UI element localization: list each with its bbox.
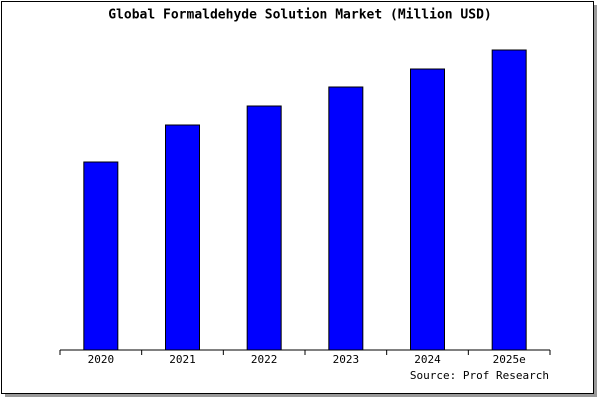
chart-title: Global Formaldehyde Solution Market (Mil… [108, 8, 492, 23]
x-tick-label: 2020 [88, 353, 115, 366]
bar [491, 49, 527, 351]
source-note: Source: Prof Research [410, 369, 549, 382]
bar [246, 105, 282, 351]
bar [410, 68, 445, 351]
x-tick-label: 2023 [333, 353, 360, 366]
x-tick-label: 2025e [493, 353, 526, 366]
bar [83, 161, 119, 351]
bar [165, 124, 200, 351]
bar [328, 86, 364, 351]
x-tick-label: 2022 [251, 353, 278, 366]
x-tick-label: 2024 [414, 353, 441, 366]
x-tick-label: 2021 [169, 353, 196, 366]
